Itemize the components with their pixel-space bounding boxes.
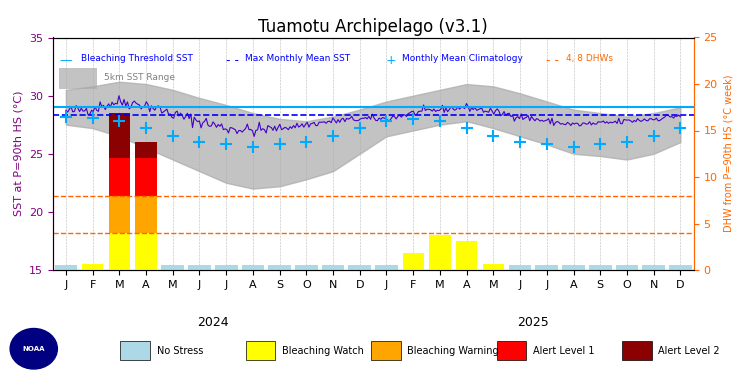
Bar <box>349 266 371 270</box>
Y-axis label: SST at P=90th HS (°C): SST at P=90th HS (°C) <box>13 91 23 216</box>
Text: 5km SST Range: 5km SST Range <box>104 72 175 81</box>
Bar <box>642 266 665 270</box>
Bar <box>135 196 157 233</box>
Bar <box>120 341 150 360</box>
Bar <box>135 158 157 196</box>
Text: 4, 8 DHWs: 4, 8 DHWs <box>566 54 613 63</box>
Bar <box>109 113 130 158</box>
Bar <box>55 266 77 270</box>
Bar <box>622 341 652 360</box>
Bar <box>536 266 558 270</box>
Bar <box>371 341 400 360</box>
Bar <box>109 233 130 270</box>
Text: Bleaching Warning: Bleaching Warning <box>407 346 499 355</box>
Bar <box>562 266 585 270</box>
Text: No Stress: No Stress <box>157 346 203 355</box>
Bar <box>375 266 398 270</box>
Bar <box>214 266 238 270</box>
Bar <box>496 341 526 360</box>
Bar <box>188 266 211 270</box>
Bar <box>109 158 130 196</box>
Text: 2024: 2024 <box>197 316 229 329</box>
Bar <box>589 266 611 270</box>
Text: - -: - - <box>226 54 238 67</box>
Bar <box>509 266 532 270</box>
Bar <box>135 233 157 270</box>
Text: Monthly Mean Climatology: Monthly Mean Climatology <box>402 54 523 63</box>
Circle shape <box>10 328 57 369</box>
Bar <box>242 266 264 270</box>
Text: Alert Level 2: Alert Level 2 <box>658 346 720 355</box>
Bar <box>59 68 98 88</box>
Y-axis label: DHW from P=90th HS (°C week): DHW from P=90th HS (°C week) <box>723 75 734 232</box>
Text: +: + <box>386 54 397 67</box>
Text: Bleaching Watch: Bleaching Watch <box>282 346 364 355</box>
Bar <box>295 266 318 270</box>
Bar <box>268 266 291 270</box>
Text: 2025: 2025 <box>518 316 549 329</box>
Text: Alert Level 1: Alert Level 1 <box>532 346 594 355</box>
Bar <box>669 266 692 270</box>
Text: - -: - - <box>546 54 560 67</box>
Bar <box>109 196 130 233</box>
Text: —: — <box>59 54 71 67</box>
Bar <box>82 264 104 270</box>
Bar <box>403 253 424 270</box>
Text: Bleaching Threshold SST: Bleaching Threshold SST <box>81 54 194 63</box>
Bar <box>456 241 477 270</box>
Bar <box>161 266 184 270</box>
Bar <box>246 341 275 360</box>
Text: Max Monthly Mean SST: Max Monthly Mean SST <box>244 54 350 63</box>
Bar <box>483 264 504 270</box>
Bar <box>322 266 344 270</box>
Title: Tuamotu Archipelago (v3.1): Tuamotu Archipelago (v3.1) <box>258 18 488 36</box>
Text: NOAA: NOAA <box>22 346 45 352</box>
Bar <box>135 142 157 158</box>
Bar <box>429 235 451 270</box>
Bar <box>616 266 638 270</box>
